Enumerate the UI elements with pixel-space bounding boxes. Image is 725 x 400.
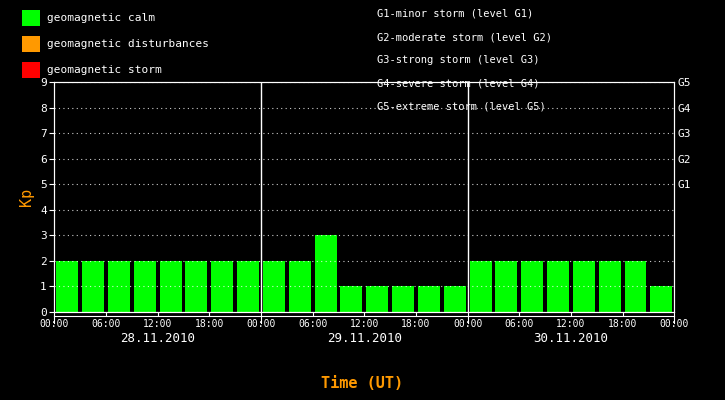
Bar xyxy=(134,261,156,312)
Bar xyxy=(160,261,181,312)
Bar xyxy=(495,261,518,312)
Bar xyxy=(57,261,78,312)
Bar xyxy=(444,286,465,312)
Text: G4-severe storm (level G4): G4-severe storm (level G4) xyxy=(377,78,539,89)
Bar xyxy=(82,261,104,312)
Text: geomagnetic disturbances: geomagnetic disturbances xyxy=(47,39,209,49)
Text: geomagnetic calm: geomagnetic calm xyxy=(47,13,155,23)
Bar xyxy=(599,261,621,312)
Bar xyxy=(263,261,285,312)
Bar xyxy=(573,261,594,312)
Bar xyxy=(211,261,233,312)
Text: G3-strong storm (level G3): G3-strong storm (level G3) xyxy=(377,56,539,66)
Bar xyxy=(237,261,259,312)
Bar xyxy=(521,261,543,312)
Bar xyxy=(289,261,311,312)
Y-axis label: Kp: Kp xyxy=(20,188,34,206)
Bar xyxy=(186,261,207,312)
Text: Time (UT): Time (UT) xyxy=(321,376,404,392)
Bar xyxy=(418,286,440,312)
Bar xyxy=(315,235,336,312)
Bar xyxy=(470,261,492,312)
Text: 30.11.2010: 30.11.2010 xyxy=(534,332,608,344)
Text: 28.11.2010: 28.11.2010 xyxy=(120,332,195,344)
Text: G2-moderate storm (level G2): G2-moderate storm (level G2) xyxy=(377,32,552,42)
Bar xyxy=(366,286,388,312)
Text: 29.11.2010: 29.11.2010 xyxy=(327,332,402,344)
Text: geomagnetic storm: geomagnetic storm xyxy=(47,65,162,75)
Bar xyxy=(341,286,362,312)
Bar xyxy=(108,261,130,312)
Text: G1-minor storm (level G1): G1-minor storm (level G1) xyxy=(377,9,534,19)
Bar xyxy=(392,286,414,312)
Text: G5-extreme storm (level G5): G5-extreme storm (level G5) xyxy=(377,102,546,112)
Bar xyxy=(650,286,672,312)
Bar xyxy=(624,261,647,312)
Bar xyxy=(547,261,569,312)
